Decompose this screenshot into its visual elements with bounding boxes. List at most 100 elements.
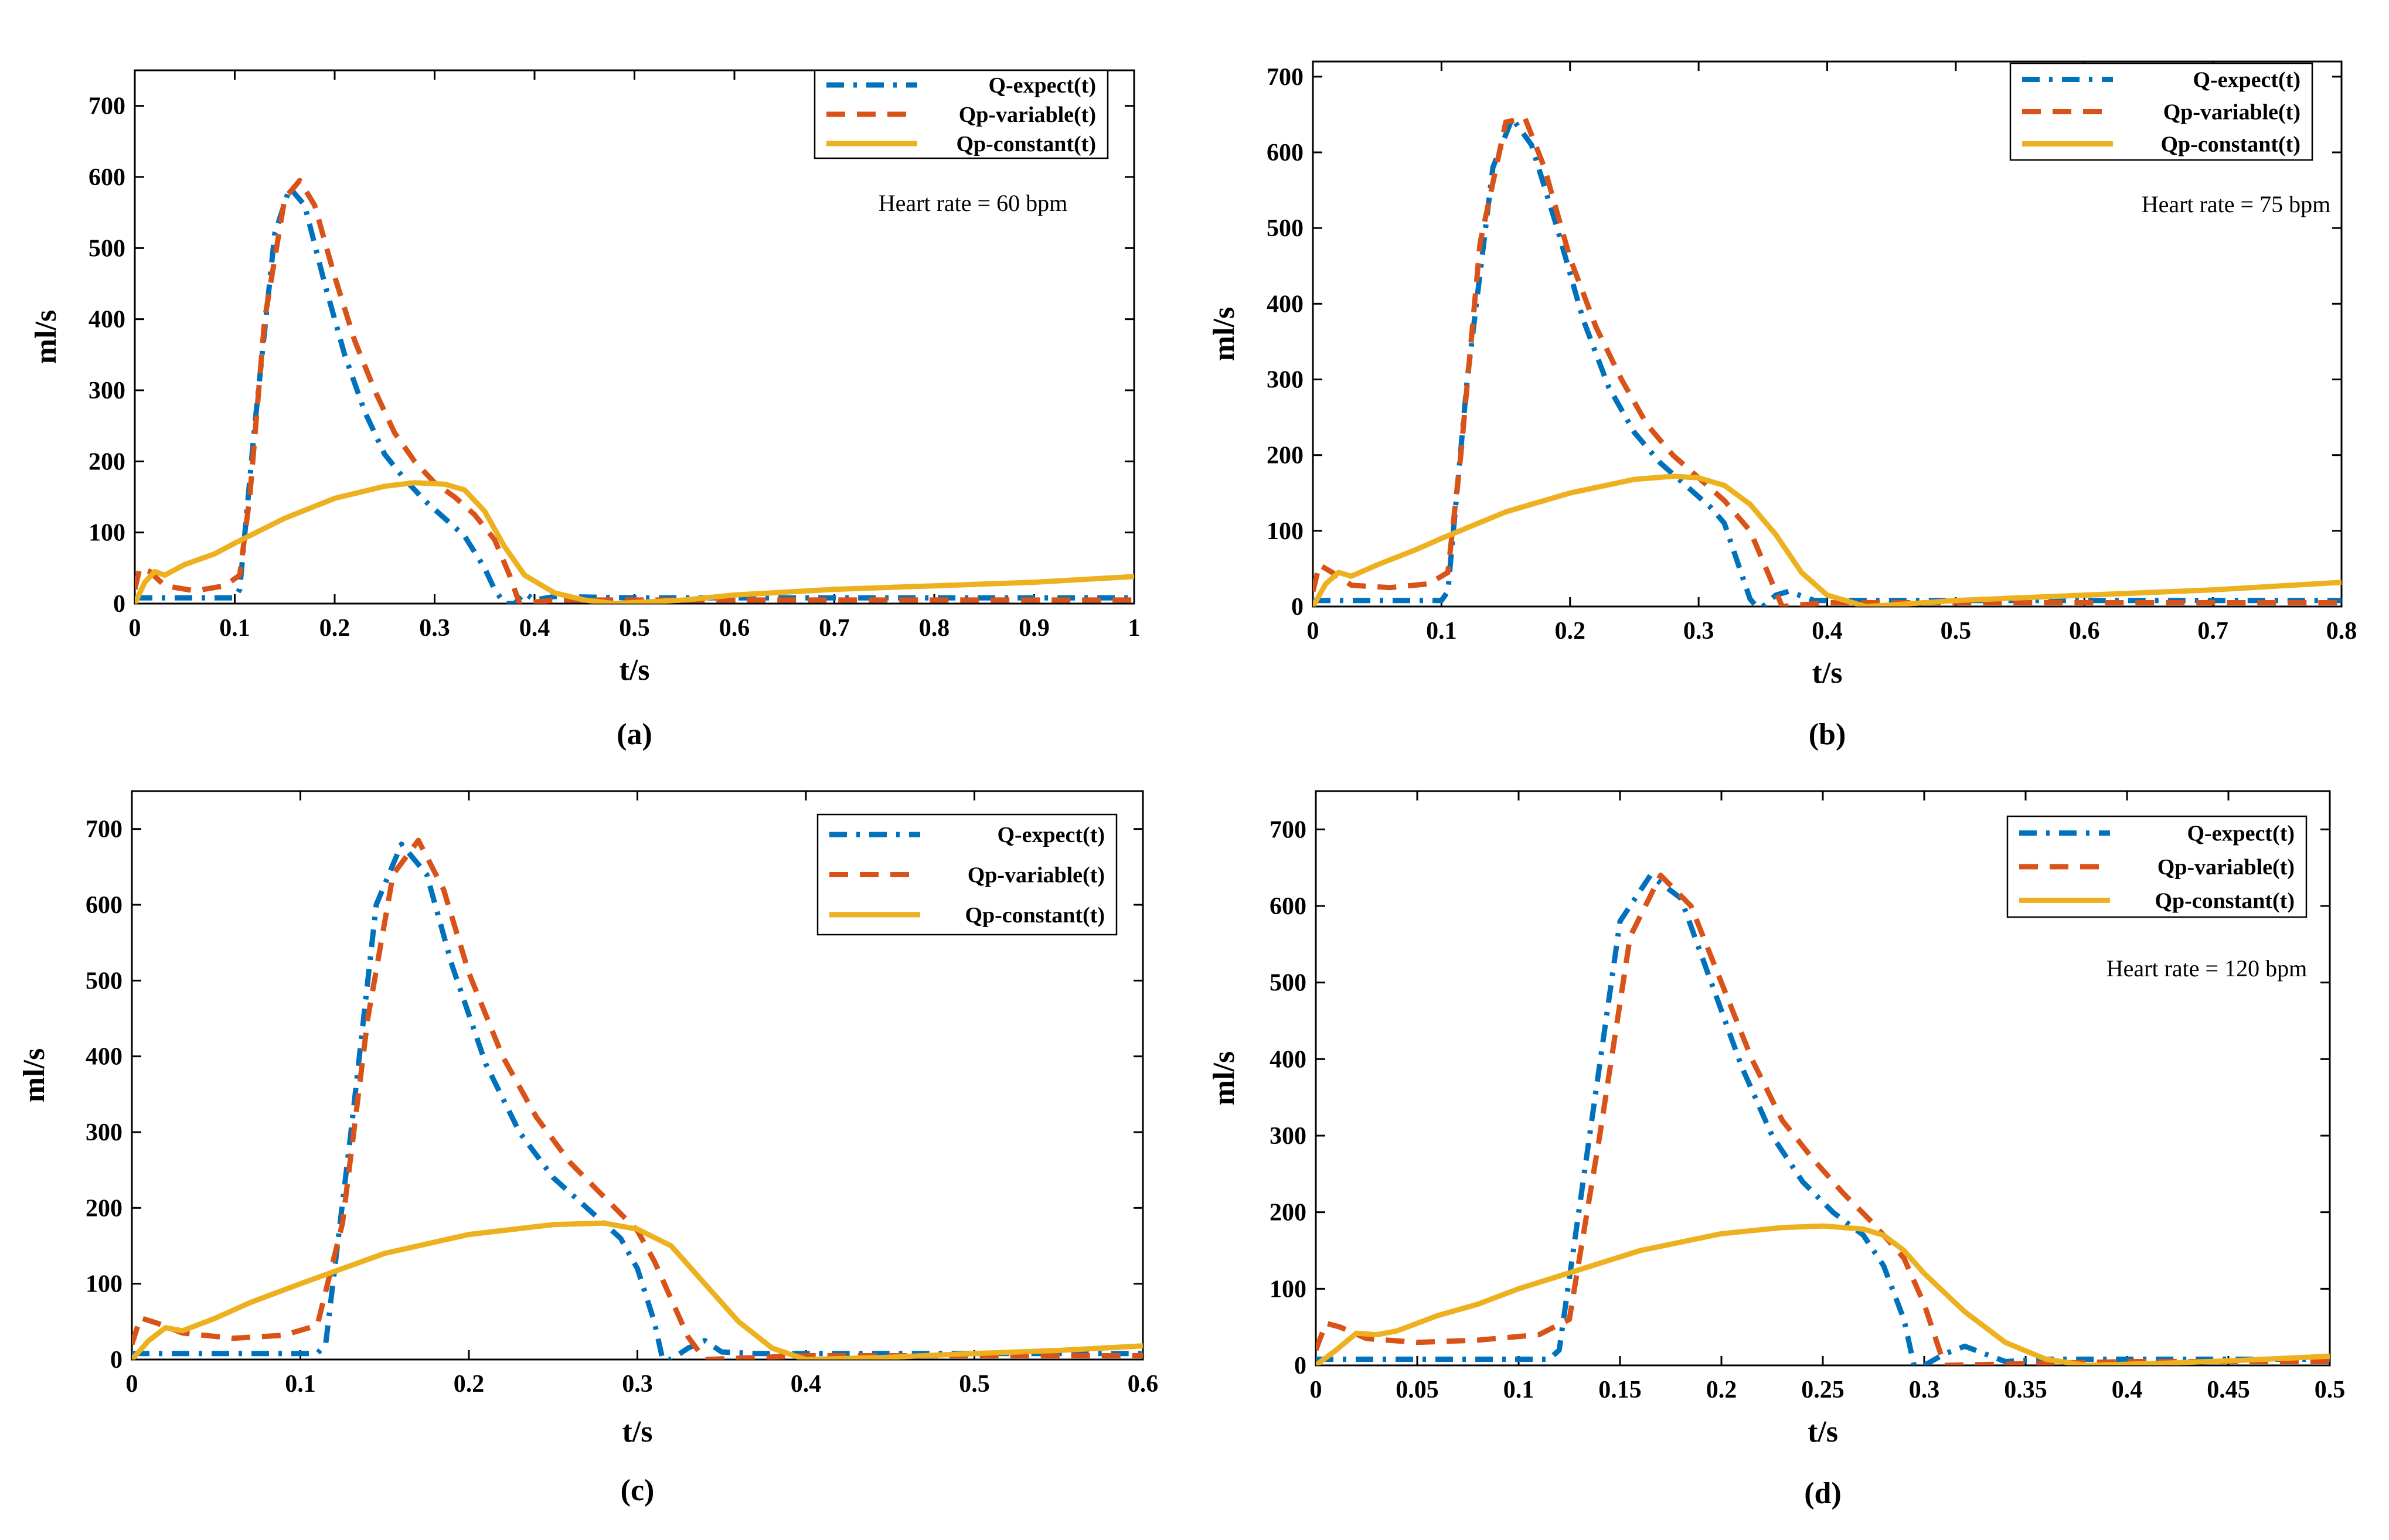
- x-axis-label: t/s: [622, 1415, 653, 1449]
- legend-label: Qp-variable(t): [2163, 100, 2300, 125]
- x-tick-label: 0.2: [454, 1371, 485, 1398]
- x-tick-label: 0.8: [2326, 618, 2357, 645]
- y-tick-label: 300: [89, 377, 125, 404]
- series-line-qp-variable: [135, 178, 1134, 604]
- series-line-qp-variable: [1313, 115, 2342, 607]
- x-tick-label: 0.6: [719, 615, 750, 642]
- legend: Q-expect(t) Qp-variable(t) Qp-constant(t): [816, 813, 1118, 936]
- subplot-caption: (b): [1809, 718, 1846, 751]
- x-tick-label: 0.8: [919, 615, 950, 642]
- legend-label: Q-expect(t): [2187, 822, 2295, 846]
- x-tick-label: 0.3: [419, 615, 450, 642]
- x-tick-label: 0.7: [819, 615, 850, 642]
- y-tick-label: 600: [1267, 139, 1304, 166]
- legend-label: Q-expect(t): [2193, 68, 2300, 93]
- x-tick-label: 0.4: [791, 1371, 822, 1398]
- legend-label: Qp-constant(t): [2160, 132, 2300, 157]
- x-axis-label: t/s: [1808, 1415, 1838, 1449]
- heart-rate-annotation: Heart rate = 60 bpm: [879, 190, 1067, 216]
- subplot-c: 0 0.1 0.2 0.3 0.4 0.5 0.6 0 100 200 300 400 500 600 70…: [18, 790, 1159, 1507]
- series-line-q-expect: [135, 185, 1134, 604]
- subplot-b: 0 0.1 0.2 0.3 0.4 0.5 0.6 0.7 0.8 0 100 200 300 400 50…: [1207, 60, 2357, 751]
- y-tick-label: 500: [89, 235, 125, 262]
- x-tick-label: 0.2: [1706, 1377, 1737, 1403]
- legend: Q-expect(t) Qp-variable(t) Qp-constant(t): [814, 69, 1109, 159]
- subplot-caption: (c): [621, 1474, 655, 1507]
- legend-label: Qp-constant(t): [965, 903, 1105, 928]
- x-tick-label: 0.3: [622, 1371, 653, 1398]
- x-tick-label: 0.35: [2004, 1377, 2047, 1403]
- subplot-a: 0 0.1 0.2 0.3 0.4 0.5 0.6 0.7 0.8 0.9 1 0 100 200 300 4…: [29, 69, 1141, 751]
- y-tick-label: 600: [1270, 893, 1306, 920]
- y-tick-label: 600: [86, 892, 122, 919]
- y-axis-label: ml/s: [29, 310, 63, 364]
- x-tick-label: 0.05: [1396, 1377, 1439, 1403]
- x-tick-label: 0.3: [1909, 1377, 1940, 1403]
- series-line-q-expect: [1316, 873, 2330, 1365]
- y-tick-label: 100: [1270, 1276, 1306, 1303]
- y-tick-label: 600: [89, 164, 125, 191]
- y-tick-label: 300: [86, 1119, 122, 1146]
- x-tick-label: 0.5: [959, 1371, 990, 1398]
- subplot-d: 0 0.05 0.1 0.15 0.2 0.25 0.3 0.35 0.4 0.45 0.5 0 100…: [1207, 790, 2346, 1510]
- x-tick-label: 0: [1307, 618, 1319, 645]
- y-tick-label: 200: [1267, 442, 1304, 469]
- legend-label: Q-expect(t): [988, 73, 1096, 98]
- y-tick-label: 700: [86, 816, 122, 843]
- x-tick-label: 0.4: [1812, 618, 1843, 645]
- x-tick-label: 1: [1128, 615, 1141, 642]
- y-tick-label: 500: [1267, 215, 1304, 242]
- x-tick-label: 0.4: [519, 615, 550, 642]
- legend: Q-expect(t) Qp-variable(t) Qp-constant(t): [2009, 62, 2313, 161]
- series-line-qp-variable: [1316, 873, 2330, 1365]
- series-line-qp-constant: [1316, 1223, 2330, 1365]
- y-tick-label: 700: [1270, 816, 1306, 843]
- x-tick-label: 0.4: [2112, 1377, 2143, 1403]
- y-tick-label: 400: [1270, 1046, 1306, 1073]
- x-axis-label: t/s: [1812, 656, 1843, 690]
- x-tick-label: 0.6: [2069, 618, 2100, 645]
- y-tick-label: 400: [1267, 291, 1304, 318]
- x-tick-label: 0.9: [1019, 615, 1050, 642]
- x-axis-label: t/s: [620, 653, 650, 687]
- series-line-qp-constant: [1313, 473, 2342, 607]
- x-tick-label: 0.1: [1503, 1377, 1534, 1403]
- y-tick-label: 400: [86, 1044, 122, 1071]
- y-tick-label: 0: [110, 1347, 122, 1374]
- y-tick-label: 700: [1267, 64, 1304, 91]
- y-tick-label: 0: [1291, 594, 1304, 621]
- x-tick-label: 0.15: [1598, 1377, 1642, 1403]
- y-tick-label: 100: [89, 520, 125, 547]
- y-axis-label: ml/s: [1207, 307, 1241, 361]
- y-tick-label: 0: [113, 591, 125, 618]
- legend-label: Qp-constant(t): [956, 132, 1096, 156]
- x-tick-label: 0: [129, 615, 141, 642]
- x-tick-label: 0.7: [2197, 618, 2228, 645]
- x-tick-label: 0: [1310, 1377, 1322, 1403]
- x-tick-label: 0.3: [1683, 618, 1714, 645]
- y-tick-label: 300: [1270, 1123, 1306, 1150]
- subplot-caption: (d): [1804, 1477, 1842, 1510]
- y-tick-label: 100: [86, 1271, 122, 1298]
- legend-label: Qp-constant(t): [2155, 888, 2295, 913]
- series-line-qp-constant: [132, 1220, 1143, 1360]
- x-tick-label: 0: [126, 1371, 138, 1398]
- x-tick-label: 0.1: [1426, 618, 1457, 645]
- x-tick-label: 0.2: [319, 615, 350, 642]
- y-tick-label: 200: [1270, 1200, 1306, 1226]
- legend-label: Qp-variable(t): [959, 103, 1096, 127]
- legend-label: Q-expect(t): [997, 823, 1105, 847]
- x-tick-label: 0.5: [1941, 618, 1972, 645]
- x-tick-label: 0.6: [1128, 1371, 1159, 1398]
- y-axis-label: ml/s: [18, 1048, 51, 1102]
- x-tick-label: 0.25: [1801, 1377, 1845, 1403]
- legend-label: Qp-variable(t): [968, 863, 1105, 888]
- series-line-qp-constant: [135, 480, 1134, 604]
- x-tick-label: 0.45: [2207, 1377, 2250, 1403]
- y-tick-label: 200: [86, 1195, 122, 1222]
- x-tick-label: 0.2: [1555, 618, 1586, 645]
- y-tick-label: 300: [1267, 367, 1304, 394]
- y-axis-label: ml/s: [1207, 1051, 1241, 1105]
- x-tick-label: 0.5: [2315, 1377, 2346, 1403]
